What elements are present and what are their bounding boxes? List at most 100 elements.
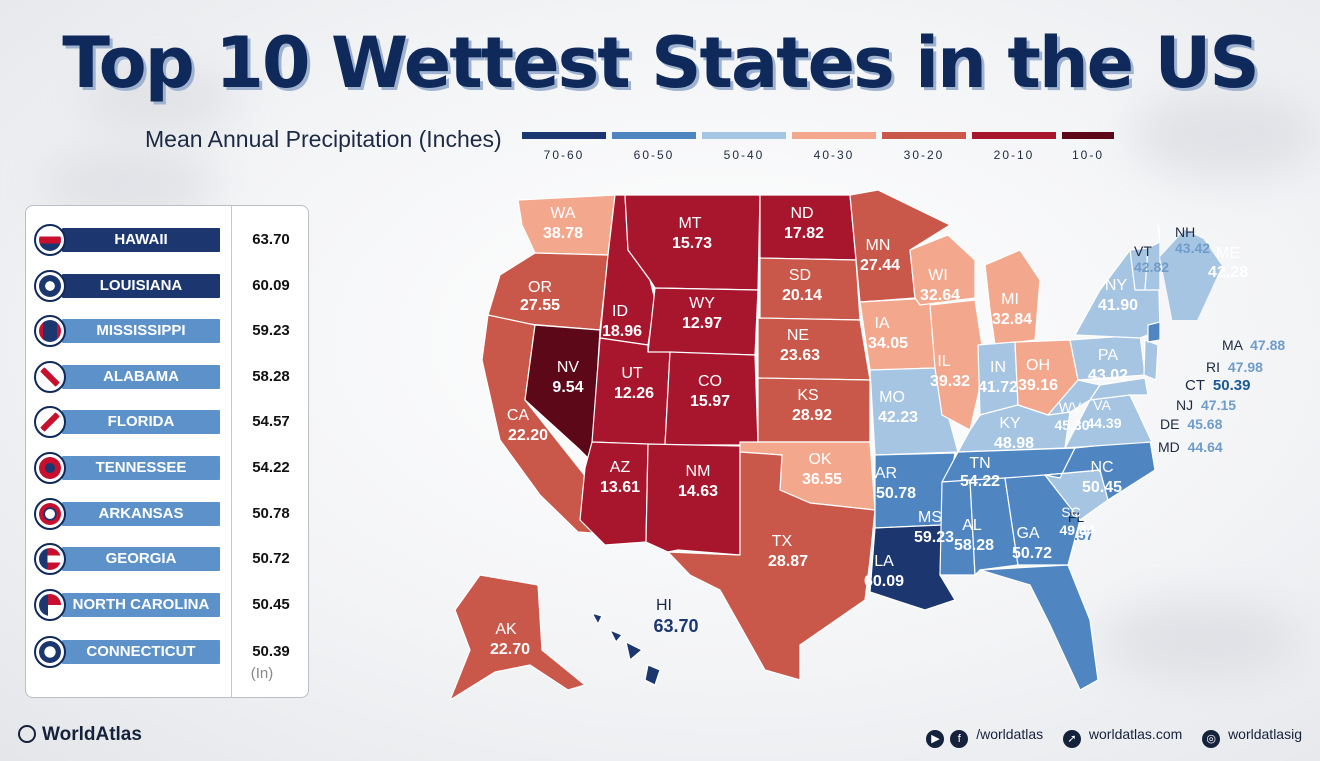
state-value: 14.63 [678,483,718,500]
hawaii-flag-icon [34,224,66,256]
ranking-state-label: ARKANSAS [62,502,220,526]
state-abbr: NV [557,359,580,376]
state-value: 60.09 [864,573,904,590]
state-value: 17.82 [784,225,824,242]
state-value: 47.88 [1250,337,1286,353]
legend-swatch [702,132,786,139]
state-abbr: SD [789,267,811,284]
ranking-row: NORTH CAROLINA 50.45 [34,589,306,621]
state-abbr: PA [1098,347,1118,364]
legend-swatch [882,132,966,139]
state-value: 41.90 [1098,297,1138,314]
color-legend: 70-60 60-50 50-40 40-30 30-20 20-10 10-0 [522,132,1114,172]
legend-label: 20-10 [993,148,1035,162]
state-value: 44.39 [1086,415,1121,431]
state-value: 9.54 [552,379,583,396]
brand-logo: WorldAtlas [18,724,142,746]
state-nv [524,324,601,463]
state-value: 47.98 [1227,359,1263,375]
ranking-value: 60.09 [252,277,290,294]
state-value: 42.23 [878,409,918,426]
legend-swatch [972,132,1056,139]
arkansas-flag-icon [34,498,66,530]
facebook-icon[interactable]: f [950,730,969,748]
map-subtitle: Mean Annual Precipitation (Inches) [145,126,502,152]
ranking-value: 58.28 [252,368,290,385]
callout-md: MD 44.64 [1158,439,1223,455]
state-ak [449,574,586,701]
alabama-flag-icon [34,361,66,393]
legend-item: 70-60 [522,132,606,162]
state-value: 22.20 [508,427,548,444]
legend-label: 30-20 [903,148,945,162]
state-abbr: DE [1160,416,1180,432]
ranking-row: MISSISSIPPI 59.23 [34,315,306,347]
callout-vt: VT 42.82 [1134,243,1169,275]
state-abbr: WV [1059,399,1082,415]
state-value: 43.02 [1088,367,1128,384]
unit-label: (In) [250,665,274,682]
state-value: 39.16 [1018,377,1058,394]
state-abbr: MS [918,509,942,526]
state-hi [591,612,661,686]
callout-nj: NJ 47.15 [1176,397,1236,413]
facebook-handle[interactable]: /worldatlas [976,726,1044,742]
state-value: 20.14 [782,287,822,304]
ranking-state-label: LOUISIANA [62,274,220,298]
legend-item: 10-0 [1062,132,1114,162]
state-value: 59.23 [914,529,954,546]
state-value: 27.55 [520,297,560,314]
youtube-icon[interactable]: ▶ [926,730,945,748]
state-ct [1147,321,1160,343]
cloud-decoration [1100,600,1300,680]
globe-icon [18,725,36,743]
state-value: 50.72 [1012,545,1052,562]
legend-label: 40-30 [813,148,855,162]
tennessee-flag-icon [34,452,66,484]
ranking-state-label: FLORIDA [62,410,220,434]
state-abbr: KY [999,415,1021,432]
instagram-icon[interactable]: ◎ [1202,730,1221,748]
state-abbr: OK [808,451,831,468]
brand-name: WorldAtlas [42,724,142,745]
state-abbr: TN [969,455,990,472]
ranking-row: TENNESSEE 54.22 [34,452,306,484]
state-abbr: WY [689,295,715,312]
ranking-row: FLORIDA 54.57 [34,406,306,438]
state-value: 15.97 [690,393,730,410]
ranking-row: LOUISIANA 60.09 [34,270,306,302]
state-md [1089,377,1149,401]
instagram-handle[interactable]: worldatlasig [1228,726,1302,742]
us-precipitation-map: WA 38.78 OR 27.55 CA 22.20 NV 9.54 ID 18… [449,189,1160,701]
state-abbr: KS [797,387,818,404]
state-value: 49.84 [1059,522,1094,538]
legend-item: 30-20 [882,132,966,162]
legend-label: 10-0 [1071,148,1105,162]
callout-nh: NH 43.42 [1175,224,1210,256]
state-abbr: MA [1222,337,1243,353]
state-value: 54.57 [1058,527,1093,543]
state-abbr: NM [686,463,711,480]
website-link[interactable]: worldatlas.com [1088,726,1183,742]
callout-ct: CT 50.39 [1185,377,1250,394]
social-links: ▶ f /worldatlas ➚ worldatlas.com ◎ world… [924,726,1302,748]
state-abbr: MO [879,389,905,406]
legend-label: 70-60 [543,148,585,162]
state-abbr: NH [1175,224,1196,240]
state-abbr: AK [495,621,517,638]
state-value: 54.22 [960,473,1000,490]
state-mi [984,249,1041,346]
state-mo [869,367,959,456]
ranking-state-label: CONNECTICUT [62,640,220,664]
legend-swatch [612,132,696,139]
state-abbr: ND [790,205,813,222]
state-abbr: MD [1158,439,1180,455]
state-abbr: NJ [1176,397,1194,413]
page-title: Top 10 Wettest States in the US [62,22,1260,104]
state-abbr: TX [772,533,793,550]
state-abbr: CT [1185,377,1205,394]
state-abbr: UT [621,365,643,382]
state-value: 45.68 [1187,416,1223,432]
cursor-icon[interactable]: ➚ [1063,730,1082,748]
north-carolina-flag-icon [34,589,66,621]
